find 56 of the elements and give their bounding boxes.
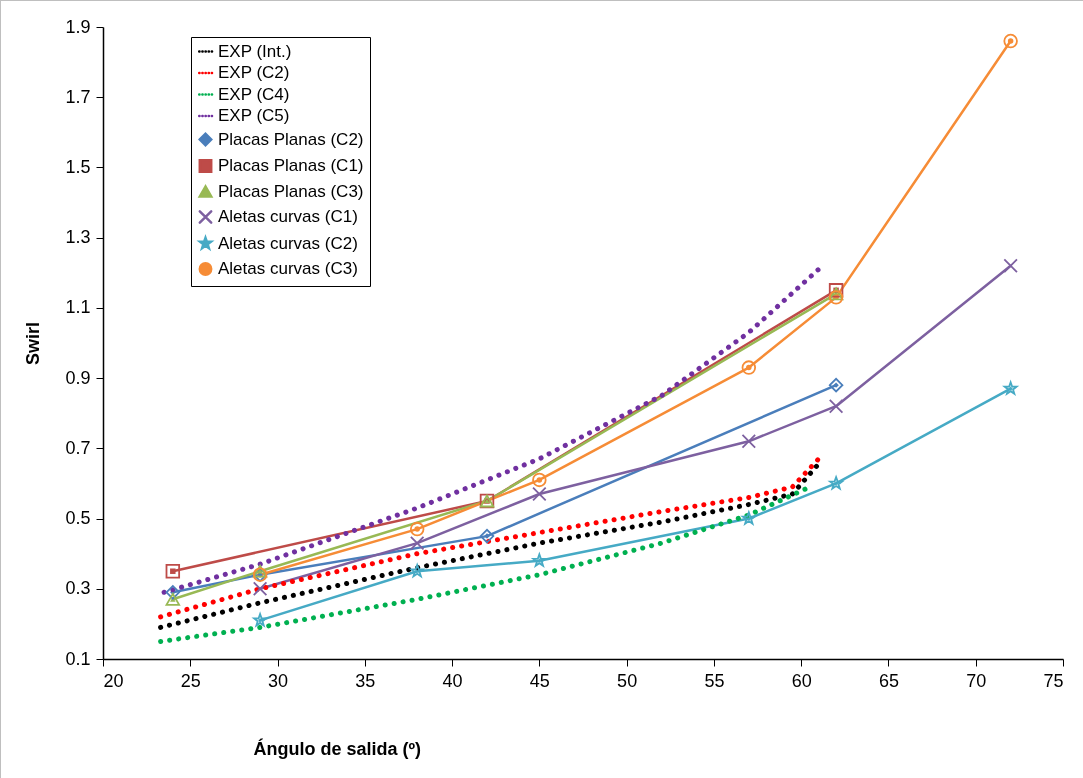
x-tick-label: 25 (180, 670, 201, 691)
point (828, 290, 844, 305)
y-tick-label: 1.5 (65, 156, 91, 177)
y-tick-label: 1.7 (65, 86, 91, 107)
x-tick-label: 55 (704, 670, 725, 691)
y-tick-label: 0.5 (65, 508, 91, 529)
legend-label: Placas Planas (C2) (218, 129, 364, 149)
legend-label: EXP (C2) (218, 63, 290, 82)
point (828, 377, 844, 393)
legend-label: EXP (Int.) (218, 41, 292, 61)
point (1003, 258, 1018, 273)
point (741, 434, 757, 449)
y-tick-label: 1.3 (65, 227, 91, 248)
point (479, 528, 495, 544)
x-tick-label: 40 (442, 670, 463, 691)
y-tick-label: 0.1 (65, 648, 91, 669)
point (532, 472, 547, 488)
point (828, 287, 844, 301)
x-tick-label: 70 (966, 670, 987, 691)
y-tick-label: 1.1 (65, 297, 91, 318)
point (741, 360, 757, 375)
point (532, 486, 547, 502)
x-tick-label: 20 (103, 670, 124, 691)
x-axis-title: Ángulo de salida (º) (253, 737, 422, 759)
y-tick-label: 0.9 (65, 367, 91, 388)
point (409, 535, 425, 551)
x-tick-label: 45 (529, 670, 550, 691)
point (165, 592, 181, 606)
y-tick-label: 1.9 (65, 16, 91, 37)
x-tick-label: 30 (268, 670, 289, 691)
legend-label: Placas Planas (C1) (218, 156, 364, 175)
legend-label: Aletas curvas (C2) (218, 233, 358, 253)
legend-label: Placas Planas (C3) (218, 181, 364, 201)
point (252, 581, 268, 596)
point (828, 398, 844, 414)
point (252, 564, 268, 578)
point (532, 553, 547, 567)
x-tick-label: 65 (878, 670, 899, 691)
point (253, 613, 268, 627)
point (409, 521, 425, 537)
legend-label: Aletas curvas (C1) (218, 207, 358, 226)
point (165, 564, 181, 579)
legend-label: EXP (C5) (218, 106, 290, 125)
y-axis-title: Swirl (23, 321, 44, 366)
y-tick-label: 0.3 (65, 578, 91, 599)
legend-label: Aletas curvas (C3) (218, 259, 358, 278)
legend-label: EXP (C4) (218, 84, 290, 104)
point (829, 476, 844, 490)
point (741, 511, 756, 525)
x-tick-label: 75 (1043, 670, 1064, 691)
y-tick-label: 0.7 (65, 437, 91, 458)
x-tick-label: 35 (355, 670, 376, 691)
point (1003, 33, 1018, 49)
x-tick-label: 60 (791, 670, 812, 691)
point (1003, 381, 1018, 395)
x-tick-label: 50 (617, 670, 638, 691)
